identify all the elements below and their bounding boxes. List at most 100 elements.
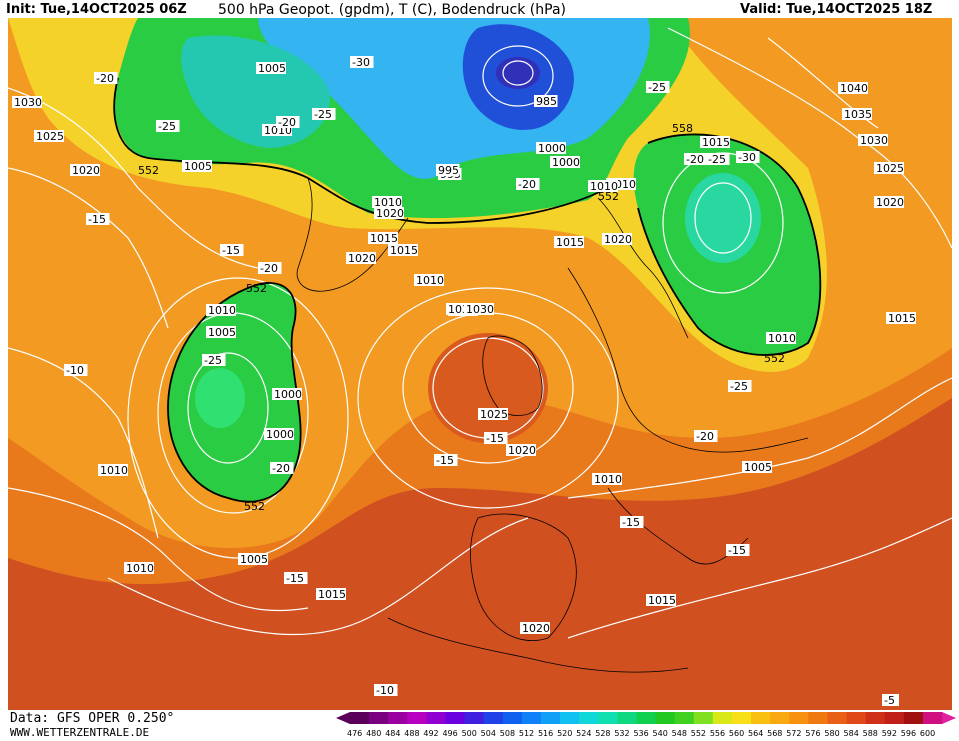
- pressure-label: 1000: [264, 428, 294, 441]
- svg-text:-20: -20: [696, 430, 714, 443]
- scale-tick-label: 524: [576, 729, 591, 738]
- scale-tick-label: 588: [863, 729, 878, 738]
- scale-swatch: [350, 712, 370, 724]
- pressure-label: 1015: [700, 136, 730, 149]
- geopotential-label: 552: [246, 282, 267, 295]
- svg-text:1020: 1020: [348, 252, 376, 265]
- chart-footer: Data: GFS OPER 0.250° WWW.WETTERZENTRALE…: [0, 710, 959, 741]
- pressure-label: 1010: [98, 464, 128, 477]
- scale-tick-label: 480: [366, 729, 381, 738]
- scale-swatch: [656, 712, 676, 724]
- scale-swatch: [369, 712, 389, 724]
- scale-swatch: [847, 712, 867, 724]
- pressure-label: 1020: [874, 196, 904, 209]
- scale-tick-label: 476: [347, 729, 362, 738]
- temperature-label: -20: [258, 262, 282, 275]
- scale-swatch: [407, 712, 427, 724]
- teal-core-atlantic: [195, 368, 245, 428]
- scale-swatch: [770, 712, 790, 724]
- scale-swatch: [751, 712, 771, 724]
- temperature-label: -25: [706, 153, 730, 166]
- svg-text:-15: -15: [436, 454, 454, 467]
- pressure-label: 1025: [34, 130, 64, 143]
- scale-swatch: [560, 712, 580, 724]
- pressure-label: 1015: [316, 588, 346, 601]
- svg-text:1000: 1000: [266, 428, 294, 441]
- svg-text:1020: 1020: [508, 444, 536, 457]
- valid-time: Valid: Tue,14OCT2025 18Z: [740, 2, 932, 17]
- svg-text:1030: 1030: [14, 96, 42, 109]
- svg-text:1030: 1030: [466, 303, 494, 316]
- pressure-label: 1030: [858, 134, 888, 147]
- svg-text:-25: -25: [204, 354, 222, 367]
- svg-text:552: 552: [138, 164, 159, 177]
- pressure-label: 1005: [238, 553, 268, 566]
- temperature-label: -15: [484, 432, 508, 445]
- temperature-label: -10: [64, 364, 88, 377]
- pressure-label: 1040: [838, 82, 868, 95]
- scale-swatch: [541, 712, 561, 724]
- scale-left-arrow: [336, 712, 350, 724]
- scale-tick-label: 540: [653, 729, 668, 738]
- weather-map: 1030 1025 1020 1005 1010 985 1000 995 1015 1040 10…: [8, 18, 952, 710]
- scale-tick-label: 532: [614, 729, 629, 738]
- svg-text:1020: 1020: [604, 233, 632, 246]
- scale-tick-label: 496: [442, 729, 457, 738]
- scale-tick-label: 492: [423, 729, 438, 738]
- teal-core-east: [685, 173, 761, 263]
- temperature-label: -15: [726, 544, 750, 557]
- svg-text:1030: 1030: [860, 134, 888, 147]
- svg-text:-30: -30: [738, 151, 756, 164]
- color-scale: 476 480 484 488 492 496 500 504 508 512 516 520 524 5…: [336, 712, 956, 740]
- scale-tick-label: 504: [481, 729, 496, 738]
- svg-text:-25: -25: [730, 380, 748, 393]
- scale-tick-label: 596: [901, 729, 916, 738]
- svg-text:558: 558: [672, 122, 693, 135]
- pressure-label: 1005: [206, 326, 236, 339]
- init-time: Init: Tue,14OCT2025 06Z: [6, 2, 187, 17]
- pressure-label: 1005: [182, 160, 212, 173]
- svg-text:-20: -20: [278, 116, 296, 129]
- temperature-label: -20: [270, 462, 294, 475]
- geopotential-label: 552: [598, 190, 619, 203]
- scale-swatch: [484, 712, 504, 724]
- scale-swatch: [789, 712, 809, 724]
- svg-text:1010: 1010: [594, 473, 622, 486]
- pressure-label: 1010: [206, 304, 236, 317]
- svg-text:-15: -15: [728, 544, 746, 557]
- scale-swatch: [694, 712, 714, 724]
- temperature-label: -20: [276, 116, 300, 129]
- svg-text:1010: 1010: [126, 562, 154, 575]
- pressure-label: 1010: [124, 562, 154, 575]
- data-source: Data: GFS OPER 0.250°: [10, 711, 174, 726]
- scale-swatch: [904, 712, 924, 724]
- svg-text:1015: 1015: [318, 588, 346, 601]
- scale-right-arrow: [942, 712, 956, 724]
- pressure-label: 1015: [388, 244, 418, 257]
- scale-tick-label: 484: [385, 729, 400, 738]
- chart-title: 500 hPa Geopot. (gpdm), T (C), Bodendruc…: [218, 2, 566, 18]
- pressure-label: 1020: [346, 252, 376, 265]
- temperature-label: -15: [620, 516, 644, 529]
- svg-text:-25: -25: [708, 153, 726, 166]
- svg-text:1015: 1015: [370, 232, 398, 245]
- pressure-label: 1000: [536, 142, 566, 155]
- svg-text:-10: -10: [376, 684, 394, 697]
- pressure-label: 1020: [602, 233, 632, 246]
- svg-text:-30: -30: [352, 56, 370, 69]
- temperature-label: -10: [374, 684, 398, 697]
- scale-swatch: [426, 712, 446, 724]
- scale-swatch: [885, 712, 905, 724]
- pressure-label: 985: [534, 95, 558, 108]
- temperature-label: -30: [350, 56, 374, 69]
- pressure-label: 1005: [256, 62, 286, 75]
- scale-tick-label: 516: [538, 729, 553, 738]
- svg-text:1005: 1005: [258, 62, 286, 75]
- scale-swatch: [579, 712, 599, 724]
- svg-text:1020: 1020: [376, 207, 404, 220]
- temperature-label: -25: [156, 120, 180, 133]
- pressure-label: 1010: [592, 473, 622, 486]
- scale-tick-label: 564: [748, 729, 763, 738]
- scale-swatch: [598, 712, 618, 724]
- scale-tick-label: 488: [404, 729, 419, 738]
